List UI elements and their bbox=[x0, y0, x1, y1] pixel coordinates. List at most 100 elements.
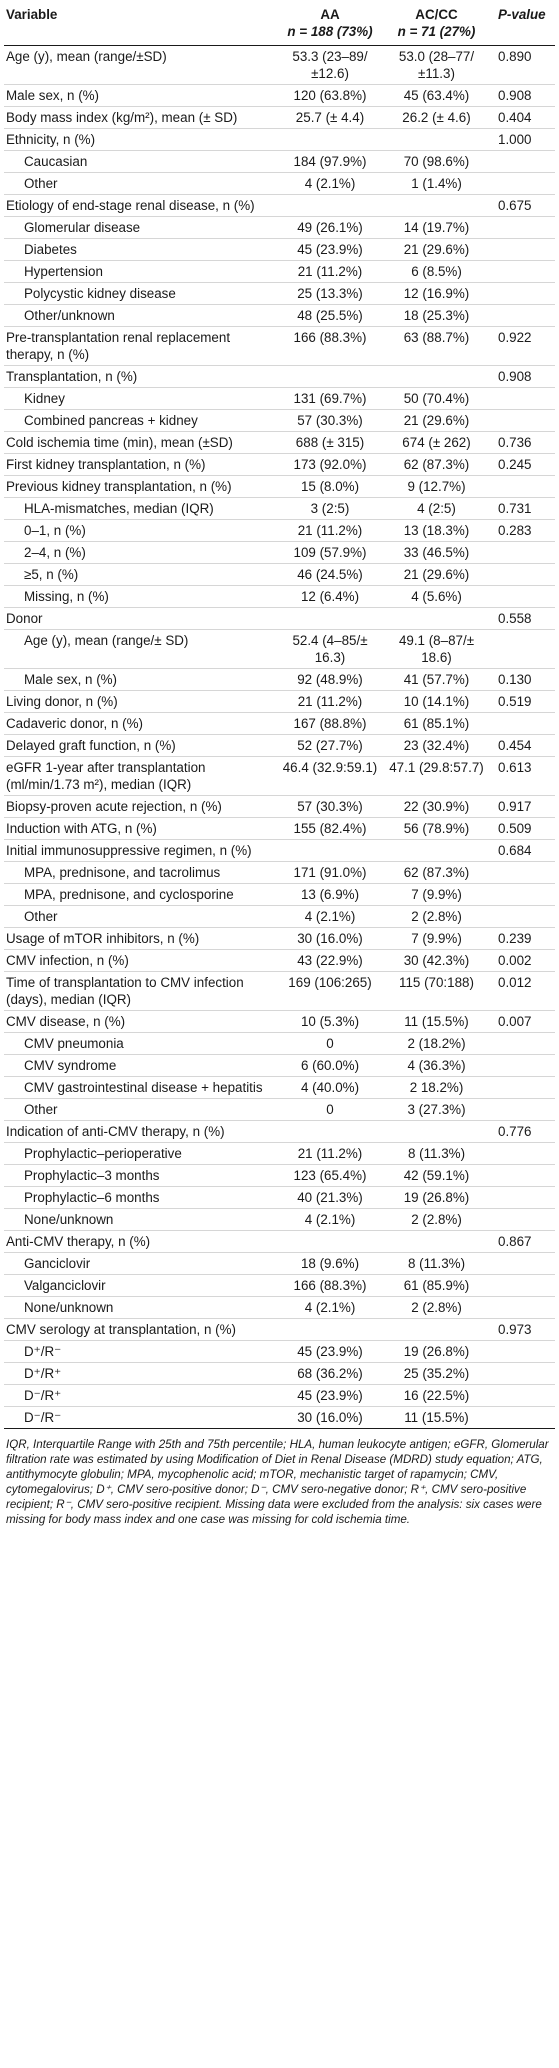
table-row: Etiology of end-stage renal disease, n (… bbox=[4, 194, 555, 217]
cell-variable: Diabetes bbox=[4, 238, 275, 261]
cell-acc bbox=[385, 1318, 488, 1341]
cell-aa: 40 (21.3%) bbox=[275, 1186, 385, 1209]
table-row: Pre-transplantation renal replacement th… bbox=[4, 326, 555, 366]
cell-aa: 6 (60.0%) bbox=[275, 1054, 385, 1077]
cell-acc: 9 (12.7%) bbox=[385, 475, 488, 498]
cell-p-value: 0.684 bbox=[488, 839, 555, 862]
cell-p-value bbox=[488, 260, 555, 283]
cell-acc: 8 (11.3%) bbox=[385, 1252, 488, 1275]
cell-p-value: 1.000 bbox=[488, 128, 555, 151]
cell-variable: HLA-mismatches, median (IQR) bbox=[4, 497, 275, 520]
cell-variable: CMV pneumonia bbox=[4, 1032, 275, 1055]
cell-p-value bbox=[488, 216, 555, 239]
cell-p-value bbox=[488, 629, 555, 669]
table-row: CMV disease, n (%) 10 (5.3%) 11 (15.5%) 0.0… bbox=[4, 1010, 555, 1033]
cell-acc: 47.1 (29.8:57.7) bbox=[385, 756, 488, 796]
cell-variable: Usage of mTOR inhibitors, n (%) bbox=[4, 927, 275, 950]
cell-variable: Time of transplantation to CMV infection… bbox=[4, 971, 275, 1011]
cell-variable: Ethnicity, n (%) bbox=[4, 128, 275, 151]
table-container: Variable AA n = 188 (73%) AC/CC n = 71 (… bbox=[4, 0, 555, 1526]
cell-acc: 4 (36.3%) bbox=[385, 1054, 488, 1077]
cell-p-value: 0.675 bbox=[488, 194, 555, 217]
table-body: Age (y), mean (range/±SD) 53.3 (23–89/±12… bbox=[4, 45, 555, 1429]
cell-aa: 52.4 (4–85/± 16.3) bbox=[275, 629, 385, 669]
cell-variable: Missing, n (%) bbox=[4, 585, 275, 608]
cell-aa: 4 (2.1%) bbox=[275, 905, 385, 928]
cell-variable: Prophylactic–perioperative bbox=[4, 1142, 275, 1165]
cell-acc: 4 (2:5) bbox=[385, 497, 488, 520]
cell-variable: D⁻/R⁻ bbox=[4, 1406, 275, 1429]
cell-p-value bbox=[488, 585, 555, 608]
table-row: D⁺/R⁻ 45 (23.9%) 19 (26.8%) bbox=[4, 1340, 555, 1363]
cell-acc: 61 (85.9%) bbox=[385, 1274, 488, 1297]
table-row: Male sex, n (%) 92 (48.9%) 41 (57.7%) 0.130 bbox=[4, 668, 555, 691]
cell-acc: 11 (15.5%) bbox=[385, 1406, 488, 1429]
cell-aa: 46.4 (32.9:59.1) bbox=[275, 756, 385, 796]
table-row: eGFR 1-year after transplantation (ml/mi… bbox=[4, 756, 555, 796]
cell-variable: Kidney bbox=[4, 387, 275, 410]
table-row: Other 0 3 (27.3%) bbox=[4, 1098, 555, 1121]
cell-p-value bbox=[488, 541, 555, 564]
cell-variable: Other bbox=[4, 1098, 275, 1121]
table-row: CMV infection, n (%) 43 (22.9%) 30 (42.3%)… bbox=[4, 949, 555, 972]
cell-acc: 62 (87.3%) bbox=[385, 861, 488, 884]
table-row: Age (y), mean (range/± SD) 52.4 (4–85/± 1… bbox=[4, 629, 555, 669]
cell-p-value bbox=[488, 1384, 555, 1407]
cell-aa: 167 (88.8%) bbox=[275, 712, 385, 735]
table-row: D⁻/R⁺ 45 (23.9%) 16 (22.5%) bbox=[4, 1384, 555, 1407]
cell-acc: 2 (2.8%) bbox=[385, 1296, 488, 1319]
cell-acc: 50 (70.4%) bbox=[385, 387, 488, 410]
cell-variable: MPA, prednisone, and cyclosporine bbox=[4, 883, 275, 906]
cell-p-value bbox=[488, 238, 555, 261]
cell-variable: None/unknown bbox=[4, 1296, 275, 1319]
cell-variable: Prophylactic–3 months bbox=[4, 1164, 275, 1187]
cell-acc bbox=[385, 128, 488, 151]
cell-variable: Delayed graft function, n (%) bbox=[4, 734, 275, 757]
cell-p-value bbox=[488, 1406, 555, 1429]
cell-aa bbox=[275, 839, 385, 862]
cell-acc: 26.2 (± 4.6) bbox=[385, 106, 488, 129]
cell-aa: 10 (5.3%) bbox=[275, 1010, 385, 1033]
cell-variable: CMV serology at transplantation, n (%) bbox=[4, 1318, 275, 1341]
cell-acc: 12 (16.9%) bbox=[385, 282, 488, 305]
cell-variable: First kidney transplantation, n (%) bbox=[4, 453, 275, 476]
cell-aa: 109 (57.9%) bbox=[275, 541, 385, 564]
cell-acc: 13 (18.3%) bbox=[385, 519, 488, 542]
cell-aa: 57 (30.3%) bbox=[275, 795, 385, 818]
cell-aa: 46 (24.5%) bbox=[275, 563, 385, 586]
cell-p-value bbox=[488, 861, 555, 884]
header-p-value: P-value bbox=[488, 0, 555, 46]
cell-p-value bbox=[488, 1098, 555, 1121]
cell-variable: Prophylactic–6 months bbox=[4, 1186, 275, 1209]
table-row: Ganciclovir 18 (9.6%) 8 (11.3%) bbox=[4, 1252, 555, 1275]
cell-p-value bbox=[488, 150, 555, 173]
cell-p-value: 0.519 bbox=[488, 690, 555, 713]
cell-variable: D⁻/R⁺ bbox=[4, 1384, 275, 1407]
cell-acc: 49.1 (8–87/± 18.6) bbox=[385, 629, 488, 669]
table-row: First kidney transplantation, n (%) 173 (… bbox=[4, 453, 555, 476]
cell-variable: Induction with ATG, n (%) bbox=[4, 817, 275, 840]
table-row: Transplantation, n (%) 0.908 bbox=[4, 365, 555, 388]
cell-acc: 25 (35.2%) bbox=[385, 1362, 488, 1385]
cell-p-value: 0.890 bbox=[488, 45, 555, 85]
header-aa-label: AA bbox=[320, 7, 340, 22]
table-row: Male sex, n (%) 120 (63.8%) 45 (63.4%) 0.90… bbox=[4, 84, 555, 107]
cell-aa: 3 (2:5) bbox=[275, 497, 385, 520]
cell-aa: 21 (11.2%) bbox=[275, 1142, 385, 1165]
cell-aa: 68 (36.2%) bbox=[275, 1362, 385, 1385]
cell-acc: 3 (27.3%) bbox=[385, 1098, 488, 1121]
cell-acc bbox=[385, 839, 488, 862]
cell-p-value bbox=[488, 712, 555, 735]
header-variable: Variable bbox=[4, 0, 275, 46]
cell-acc: 6 (8.5%) bbox=[385, 260, 488, 283]
table-row: Delayed graft function, n (%) 52 (27.7%) 2… bbox=[4, 734, 555, 757]
cell-aa: 25.7 (± 4.4) bbox=[275, 106, 385, 129]
table-row: CMV syndrome 6 (60.0%) 4 (36.3%) bbox=[4, 1054, 555, 1077]
cell-p-value: 0.283 bbox=[488, 519, 555, 542]
cell-p-value: 0.239 bbox=[488, 927, 555, 950]
cell-variable: 2–4, n (%) bbox=[4, 541, 275, 564]
cell-variable: Ganciclovir bbox=[4, 1252, 275, 1275]
cell-variable: Other bbox=[4, 172, 275, 195]
cell-aa: 0 bbox=[275, 1098, 385, 1121]
cell-acc: 22 (30.9%) bbox=[385, 795, 488, 818]
